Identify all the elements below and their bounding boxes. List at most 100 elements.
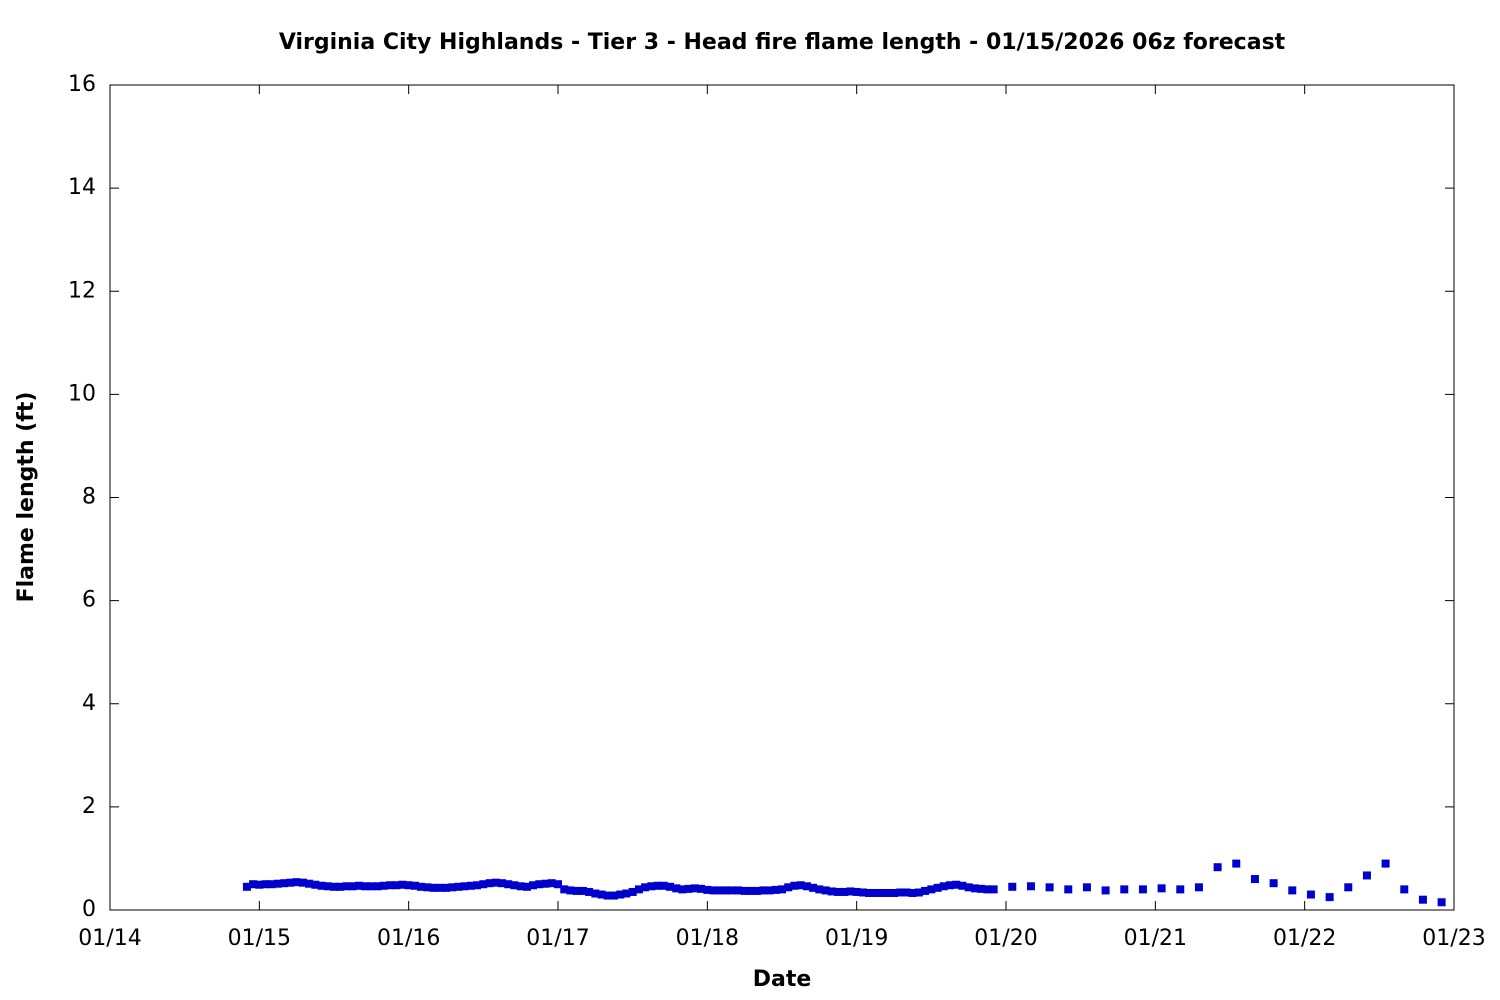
point: [286, 878, 295, 887]
point: [442, 883, 450, 892]
point: [784, 883, 793, 892]
point: [1101, 886, 1110, 895]
point: [1213, 863, 1222, 872]
point: [566, 886, 575, 895]
x-tick-label: 01/20: [974, 926, 1037, 951]
point: [554, 880, 562, 889]
point: [280, 879, 289, 888]
point: [1138, 885, 1147, 894]
point: [939, 882, 948, 891]
point: [989, 885, 998, 894]
point: [977, 884, 986, 893]
y-tick-label: 10: [68, 381, 96, 406]
point: [330, 882, 338, 891]
point: [1008, 882, 1017, 891]
point: [479, 880, 488, 889]
point: [603, 891, 612, 900]
point: [473, 881, 482, 890]
point: [348, 882, 357, 891]
point: [379, 881, 388, 890]
point: [1064, 885, 1073, 894]
point: [616, 890, 625, 899]
point: [547, 879, 556, 888]
x-tick-label: 01/14: [78, 926, 141, 951]
point: [342, 882, 351, 891]
point: [448, 883, 457, 892]
point: [466, 881, 475, 890]
point: [1288, 886, 1297, 895]
y-tick-label: 2: [82, 794, 96, 819]
x-tick-label: 01/18: [676, 926, 739, 951]
x-tick-label: 01/15: [228, 926, 291, 951]
point: [398, 880, 407, 889]
point: [292, 878, 301, 887]
y-tick-label: 16: [68, 72, 96, 97]
point: [491, 878, 500, 887]
y-tick-label: 0: [82, 897, 96, 922]
point: [890, 888, 898, 897]
point: [367, 882, 376, 891]
point: [1250, 875, 1259, 884]
point: [771, 885, 780, 894]
point: [498, 879, 506, 888]
point: [759, 886, 768, 895]
point: [634, 885, 643, 894]
point: [641, 883, 650, 892]
point: [1306, 890, 1315, 899]
point: [734, 886, 743, 895]
point: [1082, 883, 1091, 892]
point: [1325, 893, 1334, 902]
point: [1362, 871, 1371, 880]
x-tick-label: 01/22: [1273, 926, 1336, 951]
point: [653, 881, 662, 890]
point: [628, 887, 637, 896]
x-tick-label: 01/21: [1124, 926, 1187, 951]
point: [746, 886, 755, 895]
point: [249, 880, 258, 889]
point: [821, 886, 830, 895]
point: [684, 884, 693, 893]
point: [373, 882, 382, 891]
point: [958, 881, 967, 890]
point: [572, 886, 581, 895]
point: [1120, 885, 1129, 894]
point: [796, 881, 805, 890]
point: [522, 882, 531, 891]
point: [765, 886, 774, 895]
point: [510, 881, 519, 890]
point: [504, 880, 513, 889]
point: [983, 885, 992, 894]
point: [361, 882, 370, 891]
point: [946, 881, 954, 890]
point: [809, 883, 818, 892]
point: [392, 881, 401, 890]
y-tick-label: 4: [82, 691, 96, 716]
point: [578, 886, 587, 895]
point: [647, 882, 656, 891]
point: [740, 886, 749, 895]
point: [846, 887, 855, 896]
y-tick-label: 8: [82, 485, 96, 510]
point: [535, 880, 544, 889]
point: [423, 883, 432, 892]
point: [840, 887, 849, 896]
point: [715, 886, 724, 895]
chart-title: Virginia City Highlands - Tier 3 - Head …: [279, 30, 1286, 55]
point: [610, 891, 618, 900]
point: [386, 881, 394, 890]
point: [883, 888, 892, 897]
point: [858, 888, 867, 897]
point: [1400, 885, 1409, 894]
point: [1437, 898, 1446, 907]
point: [597, 890, 606, 899]
y-tick-label: 12: [68, 278, 96, 303]
point: [1269, 879, 1278, 888]
point: [852, 887, 861, 896]
point: [255, 880, 264, 889]
point: [871, 888, 880, 897]
point: [454, 882, 463, 891]
x-tick-label: 01/19: [825, 926, 888, 951]
point: [964, 883, 973, 892]
point: [753, 886, 762, 895]
